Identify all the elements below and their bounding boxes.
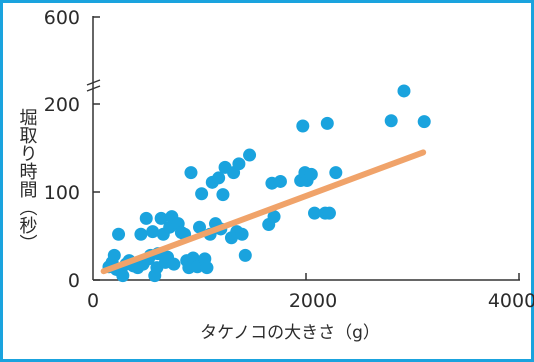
data-point-56 [273,174,287,188]
data-point-49 [232,157,246,171]
data-point-66 [329,166,343,180]
data-point-51 [238,248,252,262]
data-point-4 [112,227,126,241]
trend-line [100,149,427,275]
data-point-38 [200,261,214,275]
y-axis-label: 堀取り時間（秒） [17,108,38,252]
data-point-50 [235,227,249,241]
x-tick-label-2000: 2000 [289,290,337,312]
y-tick-label-200: 200 [44,94,80,116]
data-point-55 [267,210,281,224]
data-point-13 [139,211,153,225]
data-point-6 [116,269,130,283]
data-point-32 [184,166,198,180]
data-point-11 [134,227,148,241]
trend-layer [100,149,427,275]
data-point-2 [107,248,121,262]
x-tick-label-0: 0 [87,290,99,312]
data-point-26 [167,257,181,271]
y-axis-break [86,79,101,92]
data-point-44 [216,188,230,202]
data-point-35 [193,220,206,234]
data-point-61 [304,167,318,181]
data-point-69 [417,115,431,129]
data-point-16 [146,225,160,239]
data-point-36 [195,187,209,201]
data-point-52 [243,148,257,162]
x-axis-label: タケノコの大きさ（g） [200,323,380,343]
points-layer [102,84,431,283]
y-tick-label-100: 100 [44,182,80,204]
data-point-67 [384,114,398,128]
data-point-20 [154,211,168,225]
data-point-58 [296,119,310,133]
data-point-64 [320,116,334,130]
data-point-42 [212,171,226,185]
data-point-65 [322,206,336,220]
data-point-62 [308,206,322,220]
y-tick-label-600: 600 [44,7,80,29]
x-tick-label-4000: 4000 [488,290,534,312]
data-point-68 [397,84,411,98]
y-tick-label-0: 0 [68,270,80,292]
